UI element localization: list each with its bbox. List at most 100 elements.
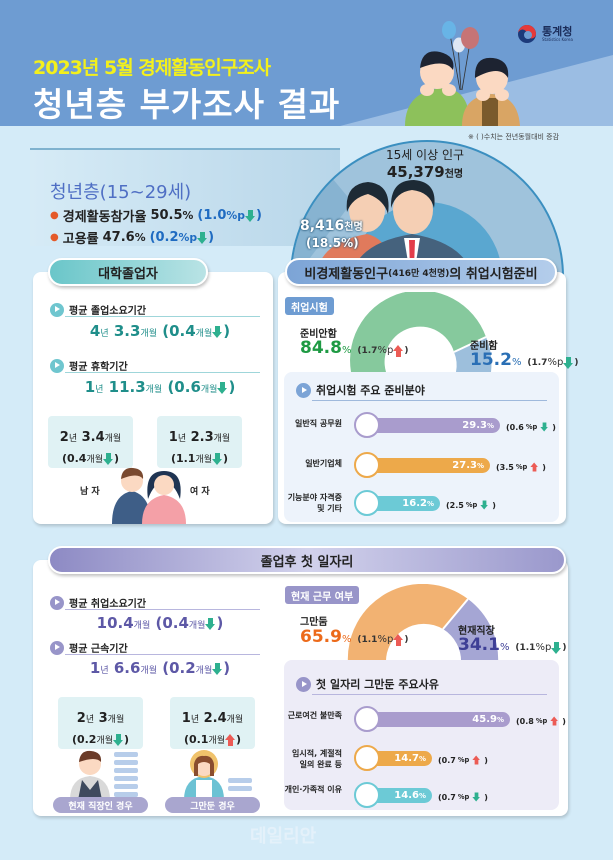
arrow-down-icon [212,453,223,465]
preparing-segment [454,337,492,372]
graduation-period-value: 4년 3.3개월 (0.4개월) [89,322,231,340]
graduates-section-title: 대학졸업자 [48,258,208,286]
certificate-icon [354,490,380,516]
job-search-period-heading: 평균 취업소요기간 [50,595,146,610]
play-bullet-icon [50,302,64,317]
tenure-heading: 평균 근속기간 [50,640,128,655]
bullet-icon: ● [50,210,59,221]
header-background [340,21,613,126]
arrow-up-icon [393,633,404,646]
exam-prep-half-donut [350,292,492,372]
current-job-segment [443,599,499,664]
reason-label: 임시적, 계절적 일의 완료 등 [292,749,342,769]
workers-illustration [70,750,252,800]
field-change: (2.5 %p) [446,500,496,510]
youth-stat-employment: ● 고용률 47.6% (0.2%p) [50,230,215,247]
quit-reasons-panel: 첫 일자리 그만둔 주요사유 근로여건 불만족 45.9% (0.8 %p) 임시… [284,660,566,810]
exam-prep-section-title: 비경제활동인구 (416만 4천명) 의 취업시험준비 [285,258,557,286]
reason-change: (0.7 %p) [438,792,488,802]
header-banner: 2023년 5월 경제활동인구조사 청년층 부가조사 결과 통계청 Statis… [0,0,613,126]
building-icon [354,452,380,478]
divider [65,609,260,610]
arrow-down-icon [113,734,124,746]
graduation-period-heading: 평균 졸업소요기간 [50,302,146,317]
arrow-down-icon [551,641,562,654]
field-bar: 16.2% [370,496,440,511]
divider [312,400,547,401]
divider [312,694,547,695]
quit-label: 그만둠 [300,617,328,628]
watermark: 데일리안 [250,826,317,847]
arrow-down-icon [563,356,574,369]
logo-name: 통계청 [542,25,573,38]
leave-period-heading: 평균 휴학기간 [50,358,128,373]
play-bullet-icon [296,676,311,692]
play-bullet-icon [50,595,64,610]
not-preparing-segment [350,292,486,372]
arrow-down-icon [480,500,489,510]
arrow-down-icon [212,325,223,338]
quit-value: 65.9% (1.1%p) [300,627,409,647]
not-preparing-label: 준비안함 [300,329,337,340]
field-change: (0.6 %p) [506,422,556,432]
youth-population-value: 8,416천명 [300,218,363,234]
field-label: 일반기업체 [305,459,342,468]
quit-job-case-label: 그만둔 경우 [165,797,260,813]
field-label: 기능분야 자격증 및 기타 [287,493,342,513]
arrow-up-icon [550,716,559,726]
population-label: 15세 이상 인구 [385,148,465,162]
stopwatch-calendar-icon [354,745,380,771]
report-subtitle: 2023년 5월 경제활동인구조사 [33,57,271,79]
job-search-period-value: 10.4개월 (0.4개월) [96,614,224,632]
bullet-icon: ● [50,232,59,243]
field-bar: 29.3% [370,418,500,433]
quit-segment [347,584,468,664]
youth-population-pct: (18.5%) [306,236,359,250]
quit-job-tenure-box: 1년 2.4개월 (0.1개월) [170,697,255,749]
current-job-tenure-box: 2년 3개월 (0.2개월) [58,697,143,749]
male-graduation-box: 2년 3.4개월 (0.4개월) [48,416,133,468]
office-box-icon [354,706,380,732]
leave-period-value: 1년 11.3개월 (0.6개월) [84,378,236,396]
arrow-down-icon [217,381,228,394]
current-work-half-donut [347,584,499,664]
youth-stat-participation: ● 경제활동참가율 50.5% (1.0%p) [50,208,262,225]
female-label: 여 자 [190,487,210,497]
divider [65,316,260,317]
divider [65,372,260,373]
reason-bar: 45.9% [370,712,510,727]
play-bullet-icon [296,382,311,398]
arrow-up-icon [393,344,404,357]
civil-servant-icon [354,412,380,438]
tenure-value: 1년 6.6개월 (0.2개월) [89,659,231,677]
field-change: (3.5 %p) [496,462,546,472]
exam-tag: 취업시험 [285,297,334,315]
arrow-down-icon [103,453,114,465]
play-bullet-icon [50,640,64,655]
divider [65,654,260,655]
arrow-down-icon [212,662,223,675]
quit-reasons-heading: 첫 일자리 그만둔 주요사유 [296,676,439,692]
play-bullet-icon [50,358,64,373]
arrow-down-icon [540,422,549,432]
preparing-value: 15.2% (1.7%p) [470,350,579,370]
male-label: 남 자 [80,487,100,497]
reason-label: 근로여건 불만족 [287,711,342,720]
arrow-down-icon [245,209,256,222]
house-icon [354,782,380,808]
field-label: 일반직 공무원 [295,419,342,428]
graduate-couple-illustration [112,467,186,524]
exam-fields-panel: 취업시험 주요 준비분야 일반직 공무원 29.3% (0.6 %p) 일반기업체… [284,372,559,522]
reason-bar: 14.7% [370,751,432,766]
first-job-section-title: 졸업후 첫 일자리 [48,546,566,574]
youth-summary-panel [30,148,340,246]
report-title: 청년층 부가조사 결과 [33,85,341,124]
statistics-korea-logo: 통계청 Statistics Korea [517,24,573,44]
logo-subtitle: Statistics Korea [542,37,573,42]
current-job-case-label: 현재 직장인 경우 [53,797,148,813]
arrow-down-icon [205,617,216,630]
arrow-up-icon [472,755,481,765]
not-preparing-value: 84.8% (1.7%p) [300,338,409,358]
exam-fields-heading: 취업시험 주요 준비분야 [296,382,425,398]
arrow-up-icon [225,734,236,746]
